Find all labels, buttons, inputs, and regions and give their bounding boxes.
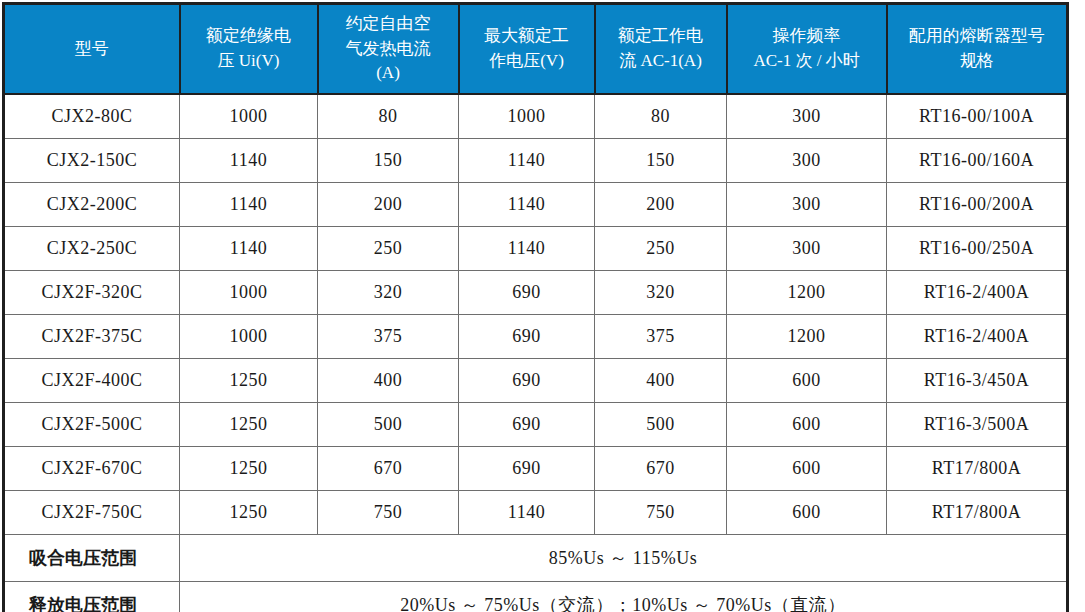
cell-fuse: RT16-2/400A [887, 315, 1068, 359]
col-header-conventional-free-air-thermal-current: 约定自由空 气发热电流 (A) [318, 4, 459, 95]
cell-ui: 1000 [180, 315, 318, 359]
cell-ie-ac1: 150 [595, 139, 727, 183]
cell-ith: 500 [318, 403, 459, 447]
cell-ue-max: 690 [459, 447, 595, 491]
release-voltage-range-value: 20%Us ～ 75%Us（交流）；10%Us ～ 70%Us（直流） [180, 582, 1068, 612]
table-row: CJX2F-500C 1250 500 690 500 600 RT16-3/5… [4, 403, 1068, 447]
col-header-max-rated-operational-voltage: 最大额定工 作电压(V) [459, 4, 595, 95]
cell-ie-ac1: 200 [595, 183, 727, 227]
footer-row-release-voltage: 释放电压范围 20%Us ～ 75%Us（交流）；10%Us ～ 70%Us（直… [4, 582, 1068, 612]
cell-frequency: 300 [727, 227, 887, 271]
cell-ith: 375 [318, 315, 459, 359]
cell-ui: 1250 [180, 447, 318, 491]
col-header-rated-operational-current-ac1: 额定工作电 流 AC-1(A) [595, 4, 727, 95]
cell-fuse: RT16-00/100A [887, 94, 1068, 139]
table-row: CJX2-80C 1000 80 1000 80 300 RT16-00/100… [4, 94, 1068, 139]
cell-fuse: RT16-00/250A [887, 227, 1068, 271]
cell-ue-max: 1140 [459, 491, 595, 535]
cell-ui: 1140 [180, 227, 318, 271]
table-row: CJX2F-670C 1250 670 690 670 600 RT17/800… [4, 447, 1068, 491]
table-row: CJX2F-375C 1000 375 690 375 1200 RT16-2/… [4, 315, 1068, 359]
cell-ui: 1140 [180, 139, 318, 183]
cell-frequency: 600 [727, 447, 887, 491]
cell-ith: 250 [318, 227, 459, 271]
cell-frequency: 600 [727, 359, 887, 403]
cell-ith: 320 [318, 271, 459, 315]
cell-ie-ac1: 670 [595, 447, 727, 491]
cell-frequency: 300 [727, 139, 887, 183]
cell-ie-ac1: 400 [595, 359, 727, 403]
pickup-voltage-range-label: 吸合电压范围 [4, 535, 180, 582]
cell-fuse: RT17/800A [887, 491, 1068, 535]
cell-fuse: RT16-3/500A [887, 403, 1068, 447]
cell-ue-max: 1140 [459, 183, 595, 227]
cell-fuse: RT16-00/200A [887, 183, 1068, 227]
contactor-spec-table: 型号 额定绝缘电 压 Ui(V) 约定自由空 气发热电流 (A) 最大额定工 作… [2, 2, 1069, 612]
cell-ie-ac1: 80 [595, 94, 727, 139]
cell-ue-max: 1140 [459, 227, 595, 271]
cell-model: CJX2-250C [4, 227, 180, 271]
cell-ue-max: 690 [459, 271, 595, 315]
cell-ue-max: 690 [459, 359, 595, 403]
col-header-model: 型号 [4, 4, 180, 95]
pickup-voltage-range-value: 85%Us ～ 115%Us [180, 535, 1068, 582]
cell-fuse: RT16-2/400A [887, 271, 1068, 315]
cell-model: CJX2-80C [4, 94, 180, 139]
col-header-rated-insulation-voltage: 额定绝缘电 压 Ui(V) [180, 4, 318, 95]
table-row: CJX2-150C 1140 150 1140 150 300 RT16-00/… [4, 139, 1068, 183]
cell-frequency: 300 [727, 183, 887, 227]
cell-ue-max: 1000 [459, 94, 595, 139]
cell-model: CJX2F-500C [4, 403, 180, 447]
cell-ith: 80 [318, 94, 459, 139]
table-row: CJX2F-320C 1000 320 690 320 1200 RT16-2/… [4, 271, 1068, 315]
cell-frequency: 1200 [727, 315, 887, 359]
cell-frequency: 1200 [727, 271, 887, 315]
table-row: CJX2-200C 1140 200 1140 200 300 RT16-00/… [4, 183, 1068, 227]
cell-ui: 1000 [180, 271, 318, 315]
cell-frequency: 600 [727, 403, 887, 447]
cell-ie-ac1: 320 [595, 271, 727, 315]
release-voltage-range-label: 释放电压范围 [4, 582, 180, 612]
cell-model: CJX2F-320C [4, 271, 180, 315]
page: 型号 额定绝缘电 压 Ui(V) 约定自由空 气发热电流 (A) 最大额定工 作… [0, 0, 1085, 612]
cell-frequency: 600 [727, 491, 887, 535]
cell-fuse: RT16-3/450A [887, 359, 1068, 403]
cell-ie-ac1: 500 [595, 403, 727, 447]
table-row: CJX2-250C 1140 250 1140 250 300 RT16-00/… [4, 227, 1068, 271]
cell-fuse: RT17/800A [887, 447, 1068, 491]
cell-ie-ac1: 750 [595, 491, 727, 535]
cell-ue-max: 690 [459, 315, 595, 359]
cell-ith: 400 [318, 359, 459, 403]
table-row: CJX2F-750C 1250 750 1140 750 600 RT17/80… [4, 491, 1068, 535]
cell-model: CJX2-150C [4, 139, 180, 183]
cell-ue-max: 690 [459, 403, 595, 447]
cell-fuse: RT16-00/160A [887, 139, 1068, 183]
cell-ui: 1250 [180, 359, 318, 403]
cell-ue-max: 1140 [459, 139, 595, 183]
cell-model: CJX2F-750C [4, 491, 180, 535]
table-row: CJX2F-400C 1250 400 690 400 600 RT16-3/4… [4, 359, 1068, 403]
col-header-operating-frequency: 操作频率 AC-1 次 / 小时 [727, 4, 887, 95]
footer-row-pickup-voltage: 吸合电压范围 85%Us ～ 115%Us [4, 535, 1068, 582]
cell-ui: 1140 [180, 183, 318, 227]
cell-ui: 1250 [180, 491, 318, 535]
cell-ie-ac1: 250 [595, 227, 727, 271]
cell-ith: 150 [318, 139, 459, 183]
cell-frequency: 300 [727, 94, 887, 139]
cell-ui: 1000 [180, 94, 318, 139]
cell-ith: 670 [318, 447, 459, 491]
cell-model: CJX2-200C [4, 183, 180, 227]
cell-model: CJX2F-375C [4, 315, 180, 359]
cell-model: CJX2F-670C [4, 447, 180, 491]
cell-ui: 1250 [180, 403, 318, 447]
cell-ith: 750 [318, 491, 459, 535]
header-row: 型号 额定绝缘电 压 Ui(V) 约定自由空 气发热电流 (A) 最大额定工 作… [4, 4, 1068, 95]
cell-ie-ac1: 375 [595, 315, 727, 359]
cell-ith: 200 [318, 183, 459, 227]
col-header-matching-fuse-type: 配用的熔断器型号 规格 [887, 4, 1068, 95]
cell-model: CJX2F-400C [4, 359, 180, 403]
